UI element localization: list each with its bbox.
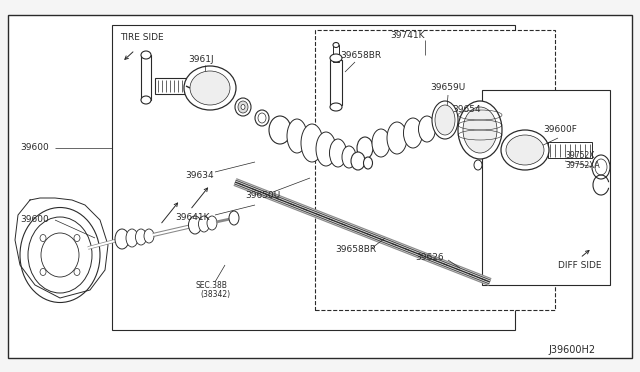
Ellipse shape [229,211,239,225]
Ellipse shape [126,229,138,247]
Ellipse shape [198,216,209,232]
Bar [330,60,342,105]
Ellipse shape [40,269,46,276]
Ellipse shape [207,216,217,230]
Text: TIRE SIDE: TIRE SIDE [120,33,164,42]
Text: 39650U: 39650U [245,190,280,199]
Ellipse shape [20,208,100,302]
Ellipse shape [269,116,291,144]
Text: 39752XA: 39752XA [565,160,600,170]
Ellipse shape [241,105,245,109]
Bar [112,25,515,330]
Ellipse shape [189,216,202,234]
Text: 39626: 39626 [415,253,444,263]
Ellipse shape [115,229,129,249]
Ellipse shape [501,130,549,170]
Ellipse shape [372,129,390,157]
Text: 39658BR: 39658BR [340,51,381,60]
Ellipse shape [458,101,502,159]
Ellipse shape [235,98,251,116]
Text: 39654: 39654 [452,106,481,115]
Bar [141,55,151,100]
Ellipse shape [74,269,80,276]
Text: 39752X: 39752X [565,151,595,160]
Ellipse shape [342,146,356,168]
Ellipse shape [136,229,147,245]
Bar [155,78,186,94]
Ellipse shape [330,54,342,62]
Text: J39600H2: J39600H2 [548,345,595,355]
Text: DIFF SIDE: DIFF SIDE [558,260,602,269]
Text: 3961J: 3961J [188,55,214,64]
Ellipse shape [184,66,236,110]
Ellipse shape [419,116,435,142]
Ellipse shape [258,113,266,123]
Ellipse shape [255,110,269,126]
Text: 39600: 39600 [20,215,49,224]
Ellipse shape [141,51,151,59]
Text: 39634: 39634 [185,170,214,180]
Ellipse shape [387,122,407,154]
Ellipse shape [287,119,307,153]
Ellipse shape [357,137,373,159]
Ellipse shape [330,103,342,111]
Ellipse shape [40,234,46,241]
Ellipse shape [141,96,151,104]
Ellipse shape [190,71,230,105]
Bar [482,90,610,285]
Ellipse shape [364,157,372,169]
Text: 39741K: 39741K [390,31,424,39]
Text: 39641K: 39641K [175,214,209,222]
Ellipse shape [41,233,79,277]
Ellipse shape [592,155,610,179]
Ellipse shape [238,101,248,113]
Text: SEC.38B: SEC.38B [195,280,227,289]
Bar [548,142,592,158]
Ellipse shape [403,118,422,148]
Ellipse shape [463,107,497,153]
Ellipse shape [316,132,336,166]
Ellipse shape [330,139,346,167]
Ellipse shape [28,217,92,293]
Ellipse shape [144,229,154,243]
Ellipse shape [74,234,80,241]
Text: 39658BR: 39658BR [335,246,376,254]
Text: 39600: 39600 [20,144,49,153]
Text: 39659U: 39659U [430,83,465,93]
Ellipse shape [435,105,455,135]
Ellipse shape [351,152,365,170]
Ellipse shape [506,135,544,165]
Bar [333,45,339,62]
Ellipse shape [333,42,339,48]
Ellipse shape [301,124,323,162]
Ellipse shape [595,159,607,175]
Ellipse shape [474,160,482,170]
Text: 39600F: 39600F [543,125,577,135]
Bar [315,30,555,310]
Ellipse shape [432,101,458,139]
Text: (38342): (38342) [200,291,230,299]
